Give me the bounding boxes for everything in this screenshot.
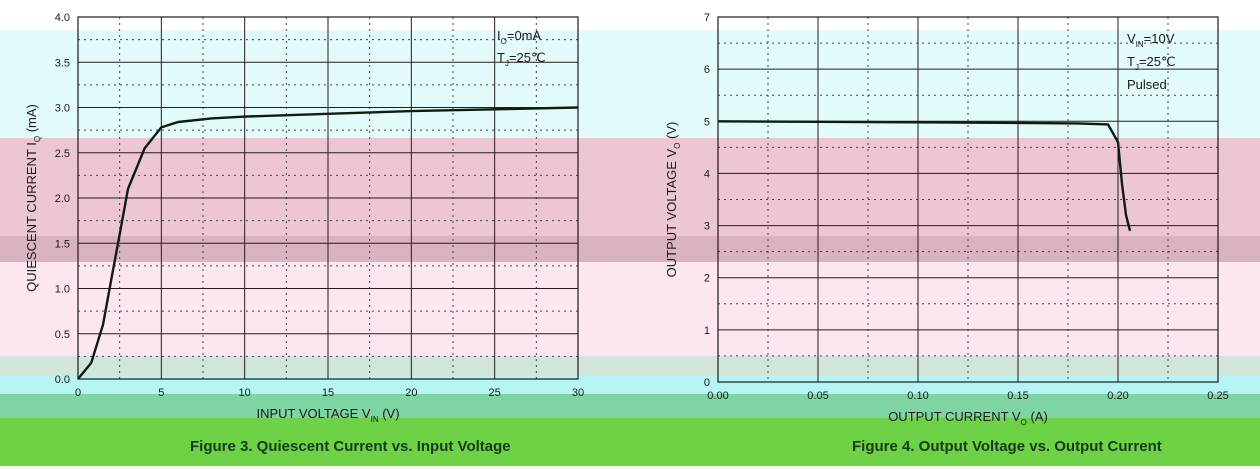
output-voltage-chart: 0.00 0.05 0.10 0.15 0.20 0.25 0 1 2 3 4 5 6 7 OUTPUT C…: [664, 12, 1229, 427]
chart-annotation: VIN=10V: [1127, 31, 1175, 49]
y-tick-label: 1.5: [55, 238, 70, 250]
chart-annotation: IO=0mA: [497, 28, 542, 46]
y-tick-label: 4: [704, 168, 710, 180]
x-tick-label: 0.20: [1107, 390, 1128, 402]
plot-frame: [77, 16, 579, 380]
y-tick-label: 0.0: [55, 374, 70, 386]
y-tick-label: 3: [704, 221, 710, 233]
y-tick-label: 2: [704, 273, 710, 285]
y-tick-label: 7: [704, 12, 710, 24]
chart-annotation: Pulsed: [1127, 77, 1167, 92]
y-axis-title: OUTPUT VOLTAGE VO (V): [664, 122, 682, 278]
x-tick-label: 10: [239, 387, 251, 399]
x-tick-label: 0.10: [907, 390, 928, 402]
y-tick-label: 1: [704, 325, 710, 337]
quiescent-current-chart: 0 5 10 15 20 25 30 0.0 0.5 1.0 1.5 2.0 2.5 3.0 3.5 4.0 I…: [24, 12, 584, 424]
x-axis-title: INPUT VOLTAGE VIN (V): [256, 406, 399, 424]
x-tick-label: 0.15: [1007, 390, 1028, 402]
x-tick-label: 0.05: [807, 390, 828, 402]
chart-annotation: TJ=25℃: [1127, 54, 1176, 72]
figure-3-caption: Figure 3. Quiescent Current vs. Input Vo…: [190, 438, 511, 455]
y-tick-label: 0.5: [55, 329, 70, 341]
series-line: [717, 120, 1132, 232]
x-tick-label: 5: [158, 387, 164, 399]
x-axis-title: OUTPUT CURRENT VO (A): [888, 409, 1048, 427]
y-tick-label: 2.5: [55, 148, 70, 160]
x-tick-label: 20: [405, 387, 417, 399]
x-tick-label: 0: [75, 387, 81, 399]
x-tick-label: 25: [489, 387, 501, 399]
chart-annotation: TJ=25℃: [497, 50, 546, 68]
plot-frame: [717, 16, 1219, 383]
figure-4-caption: Figure 4. Output Voltage vs. Output Curr…: [852, 438, 1162, 455]
y-tick-label: 2.0: [55, 193, 70, 205]
y-tick-label: 1.0: [55, 284, 70, 296]
series-line: [77, 106, 579, 380]
x-tick-label: 30: [572, 387, 584, 399]
y-tick-label: 3.5: [55, 57, 70, 69]
y-tick-label: 6: [704, 64, 710, 76]
y-tick-label: 3.0: [55, 103, 70, 115]
y-tick-label: 4.0: [55, 12, 70, 24]
x-tick-label: 15: [322, 387, 334, 399]
y-axis-title: QUIESCENT CURRENT IQ (mA): [24, 104, 42, 292]
x-tick-label: 0.00: [707, 390, 728, 402]
x-tick-label: 0.25: [1207, 390, 1228, 402]
y-tick-label: 5: [704, 116, 710, 128]
y-tick-label: 0: [704, 377, 710, 389]
